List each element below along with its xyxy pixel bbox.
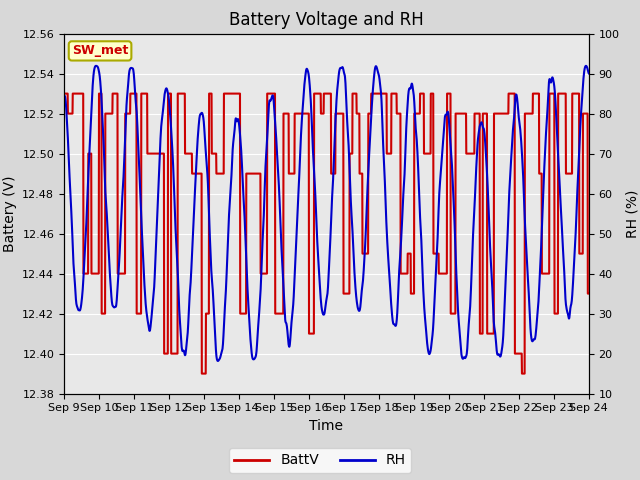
RH: [539, 197, 547, 203]
BattV: [353, 111, 361, 117]
Line: BattV: BattV: [64, 94, 589, 373]
BattV: [585, 291, 593, 297]
BattV: [554, 311, 561, 316]
RH: [60, 93, 68, 98]
Line: RH: RH: [64, 66, 589, 361]
Title: Battery Voltage and RH: Battery Voltage and RH: [229, 11, 424, 29]
BattV: [479, 111, 486, 117]
Text: SW_met: SW_met: [72, 44, 128, 58]
RH: [207, 252, 214, 257]
RH: [353, 301, 361, 307]
Y-axis label: RH (%): RH (%): [625, 190, 639, 238]
BattV: [60, 91, 68, 96]
RH: [342, 85, 349, 91]
BattV: [198, 371, 205, 376]
RH: [214, 358, 221, 364]
Y-axis label: Battery (V): Battery (V): [3, 175, 17, 252]
BattV: [342, 291, 349, 297]
RH: [554, 140, 561, 146]
Legend: BattV, RH: BattV, RH: [229, 448, 411, 473]
BattV: [207, 91, 214, 96]
RH: [585, 71, 593, 76]
BattV: [539, 271, 547, 276]
RH: [92, 63, 100, 69]
RH: [479, 125, 487, 131]
X-axis label: Time: Time: [309, 419, 344, 433]
